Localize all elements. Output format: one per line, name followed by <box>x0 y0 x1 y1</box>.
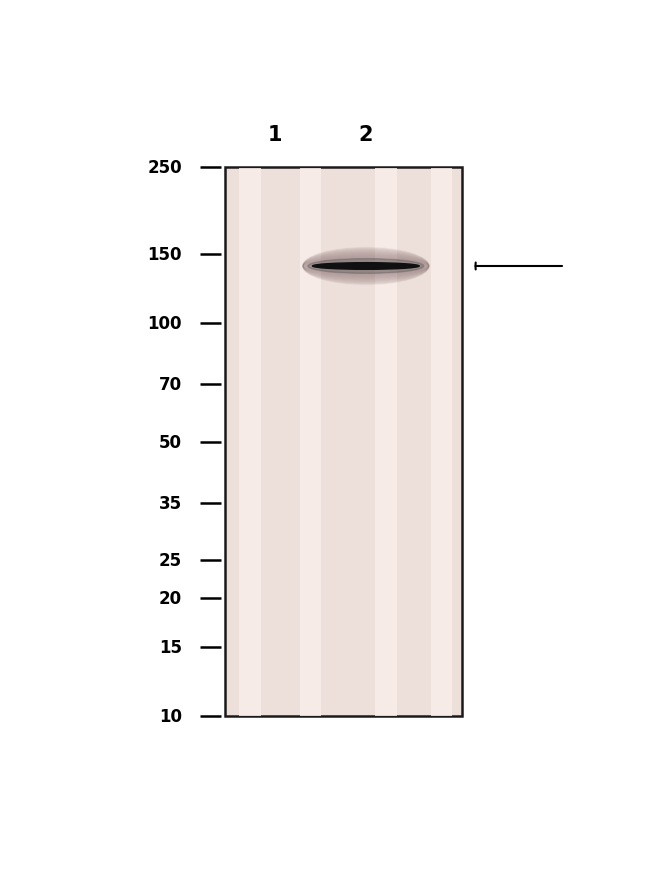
Text: 20: 20 <box>159 589 182 607</box>
Bar <box>376 169 396 716</box>
Text: 2: 2 <box>359 124 373 144</box>
Text: 70: 70 <box>159 376 182 394</box>
Text: 25: 25 <box>159 551 182 569</box>
Bar <box>431 169 452 716</box>
Text: 250: 250 <box>148 159 182 176</box>
Ellipse shape <box>303 249 429 285</box>
Text: 150: 150 <box>148 246 182 264</box>
Text: 50: 50 <box>159 434 182 451</box>
Ellipse shape <box>308 259 424 274</box>
Text: 15: 15 <box>159 639 182 656</box>
Ellipse shape <box>313 263 419 270</box>
Bar <box>225 168 462 717</box>
Ellipse shape <box>303 249 429 284</box>
Bar <box>300 169 321 716</box>
Text: 1: 1 <box>268 124 283 144</box>
Bar <box>239 169 261 716</box>
Text: 35: 35 <box>159 494 182 512</box>
Text: 10: 10 <box>159 707 182 726</box>
Ellipse shape <box>303 250 429 283</box>
Text: 100: 100 <box>148 315 182 333</box>
